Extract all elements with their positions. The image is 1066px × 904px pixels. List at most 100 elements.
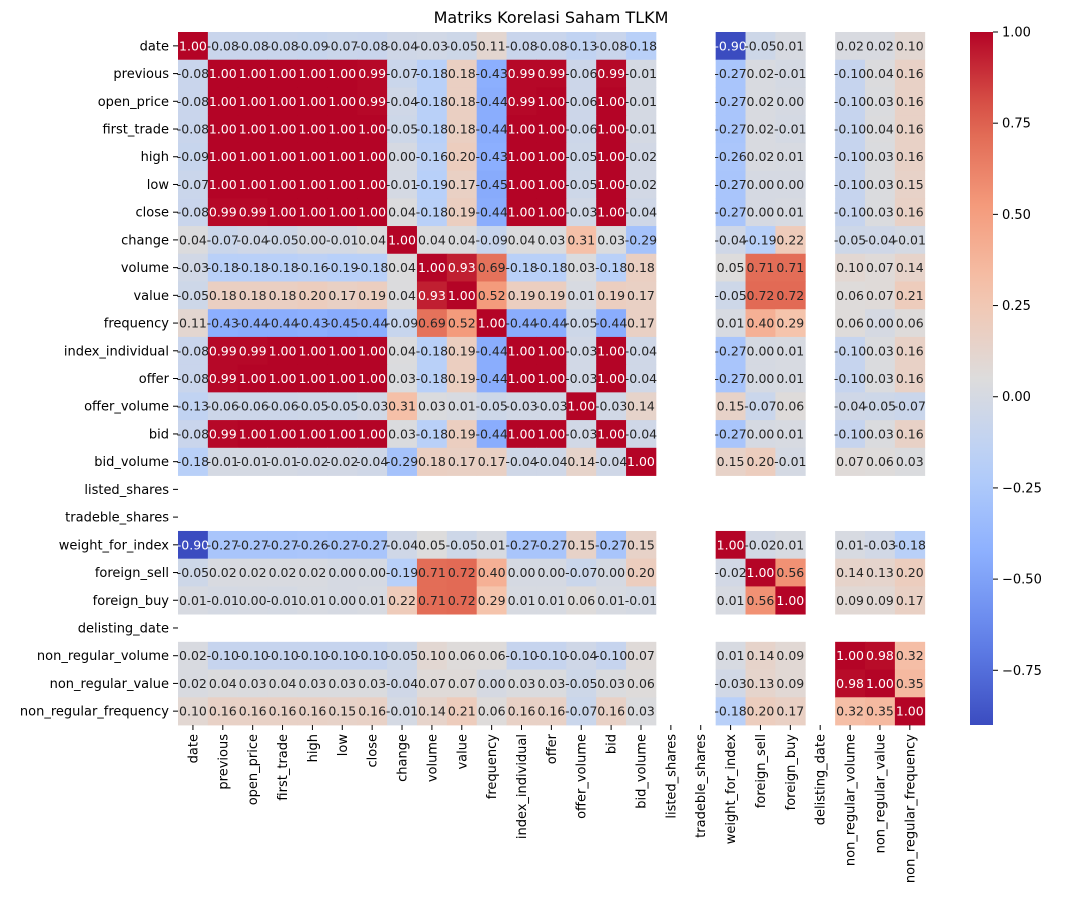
cell-value-label: 0.10	[836, 260, 864, 275]
cell-value-label: -0.10	[266, 648, 298, 663]
cell-value-label: -0.10	[834, 94, 866, 109]
cell-value-label: 0.01	[597, 593, 625, 608]
cell-value-label: 0.31	[388, 399, 416, 414]
cell-value-label: -0.05	[446, 38, 478, 53]
heatmap-cell	[715, 697, 746, 726]
heatmap-cell	[626, 447, 657, 476]
cell-value-label: 1.00	[239, 177, 267, 192]
heatmap-cell	[566, 392, 597, 421]
cell-value-label: 0.01	[567, 288, 595, 303]
cell-value-label: 0.99	[508, 66, 536, 81]
cell-value-label: 0.04	[866, 66, 894, 81]
cell-value-label: 1.00	[328, 177, 356, 192]
cell-value-label: 0.09	[776, 676, 804, 691]
cell-value-label: -0.05	[864, 399, 896, 414]
cell-value-label: -0.05	[326, 399, 358, 414]
cell-value-label: 0.03	[239, 676, 267, 691]
cell-value-label: -0.18	[356, 260, 388, 275]
cell-value-label: 0.14	[567, 454, 595, 469]
cell-value-label: 0.99	[209, 205, 237, 220]
heatmap-cell	[506, 170, 537, 199]
cell-value-label: 0.99	[239, 205, 267, 220]
cell-value-label: -0.13	[565, 38, 597, 53]
heatmap-cell	[715, 447, 746, 476]
cell-value-label: 0.16	[358, 704, 386, 719]
cell-value-label: 1.00	[328, 149, 356, 164]
cell-value-label: 0.22	[388, 593, 416, 608]
row-label: previous	[113, 67, 169, 82]
heatmap-cell	[207, 198, 239, 227]
heatmap-cell	[178, 364, 209, 393]
cell-value-label: 0.32	[836, 704, 864, 719]
heatmap-cell	[745, 32, 776, 61]
heatmap-cell	[297, 142, 328, 171]
cell-value-label: 0.01	[776, 426, 804, 441]
heatmap-cell	[626, 170, 657, 199]
column-label: weight_for_index	[724, 734, 739, 845]
cell-value-label: -0.05	[714, 288, 746, 303]
cell-value-label: 1.00	[508, 149, 536, 164]
cell-value-label: 0.03	[866, 177, 894, 192]
heatmap-cell	[865, 309, 896, 338]
cell-value-label: 1.00	[269, 177, 297, 192]
heatmap-cell	[865, 420, 896, 449]
heatmap-cell	[894, 309, 926, 338]
heatmap-cell	[297, 59, 328, 88]
heatmap-cell	[745, 586, 776, 615]
cell-value-label: -0.10	[505, 648, 537, 663]
heatmap-cell	[894, 530, 926, 560]
cell-value-label: 0.16	[209, 704, 237, 719]
heatmap-cell	[327, 641, 358, 670]
colorbar-tick-label: 0.50	[1002, 208, 1031, 223]
heatmap-cell	[357, 420, 388, 449]
cell-value-label: -0.06	[207, 399, 239, 414]
cell-value-label: 0.71	[418, 593, 446, 608]
heatmap-cell	[745, 198, 776, 227]
cell-value-label: 1.00	[269, 66, 297, 81]
heatmap-cell	[835, 170, 866, 199]
cell-value-label: 0.18	[209, 288, 237, 303]
heatmap-cell	[178, 170, 209, 199]
heatmap-cell	[297, 447, 328, 476]
heatmap-cell	[536, 530, 567, 560]
heatmap-cell	[476, 32, 507, 61]
cell-value-label: 0.01	[836, 537, 864, 552]
heatmap-cell	[536, 170, 567, 199]
cell-value-label: 0.03	[597, 676, 625, 691]
heatmap-cell	[506, 198, 537, 227]
heatmap-cell	[566, 32, 597, 61]
cell-value-label: 0.35	[866, 704, 894, 719]
heatmap-cell	[357, 87, 388, 116]
heatmap-cell	[207, 142, 239, 171]
cell-value-label: 1.00	[239, 371, 267, 386]
heatmap-cell	[207, 420, 239, 449]
heatmap-cell	[506, 697, 537, 726]
cell-value-label: 0.03	[896, 454, 924, 469]
heatmap-cell	[596, 253, 627, 282]
heatmap-cell	[207, 364, 239, 393]
heatmap-cell	[207, 530, 239, 560]
cell-value-label: 0.98	[866, 648, 894, 663]
cell-value-label: -0.04	[625, 371, 657, 386]
cell-value-label: -0.07	[386, 66, 418, 81]
cell-value-label: 0.01	[478, 537, 506, 552]
heatmap-cell	[357, 336, 388, 366]
cell-value-label: 0.52	[478, 288, 506, 303]
cell-value-label: 0.40	[478, 565, 506, 580]
heatmap-cell	[506, 586, 537, 615]
cell-value-label: 0.09	[836, 593, 864, 608]
heatmap-cell	[566, 198, 597, 227]
cell-value-label: 0.16	[597, 704, 625, 719]
heatmap-cell	[387, 142, 418, 171]
cell-value-label: 1.00	[448, 288, 476, 303]
cell-value-label: -0.04	[356, 454, 388, 469]
heatmap-cell	[626, 420, 657, 449]
heatmap-cell	[894, 170, 926, 199]
cell-value-label: -0.08	[266, 38, 298, 53]
cell-value-label: 0.06	[866, 454, 894, 469]
heatmap-cell	[835, 198, 866, 227]
heatmap-cell	[207, 392, 239, 421]
heatmap-cell	[745, 281, 776, 310]
row-label: offer	[139, 372, 170, 387]
cell-value-label: -0.18	[416, 371, 448, 386]
